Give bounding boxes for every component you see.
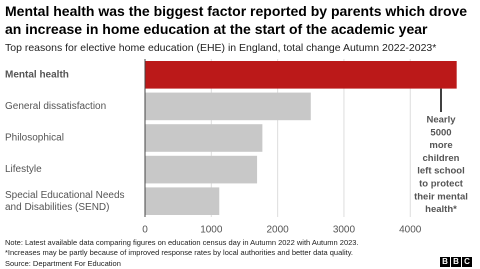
bar (145, 187, 220, 215)
chart-title: Mental health was the biggest factor rep… (5, 3, 468, 37)
category-label: General dissatisfaction (5, 101, 106, 112)
logo-letter: C (462, 257, 472, 267)
annotation: left school (417, 166, 465, 177)
annotation: their mental (414, 191, 468, 202)
x-tick-label: 2000 (267, 225, 290, 236)
note: *Increases may be partly because of impr… (5, 248, 353, 257)
bar (145, 92, 311, 121)
category-label: Philosophical (5, 133, 64, 144)
bar (145, 61, 457, 89)
source: Source: Department For Education (5, 259, 121, 268)
category-label-line: Special Educational Needs (5, 190, 125, 201)
category-label: Special Educational Needs and Disabilitie… (5, 190, 125, 213)
chart-subtitle: Top reasons for elective home education … (5, 42, 437, 54)
annotation: children (423, 153, 460, 164)
x-tick-label: 1000 (200, 225, 223, 236)
x-tick-label: 4000 (399, 225, 422, 236)
annotation: to protect (419, 179, 464, 190)
category-label: Mental health (5, 69, 69, 80)
annotation: 5000 (430, 127, 451, 138)
note: Note: Latest available data comparing fi… (5, 238, 359, 247)
logo-letter: B (440, 257, 450, 267)
annotation: Nearly (426, 115, 456, 126)
bar (145, 124, 263, 152)
logo: B B C (440, 257, 472, 267)
category-label: Lifestyle (5, 164, 42, 175)
logo-letter: B (451, 257, 461, 267)
category-label-line: and Disabilities (SEND) (5, 202, 109, 213)
annotation: more (429, 140, 452, 151)
x-tick-label: 3000 (333, 225, 356, 236)
bar (145, 155, 258, 184)
x-tick-label: 0 (142, 225, 148, 236)
annotation: health* (425, 204, 457, 215)
